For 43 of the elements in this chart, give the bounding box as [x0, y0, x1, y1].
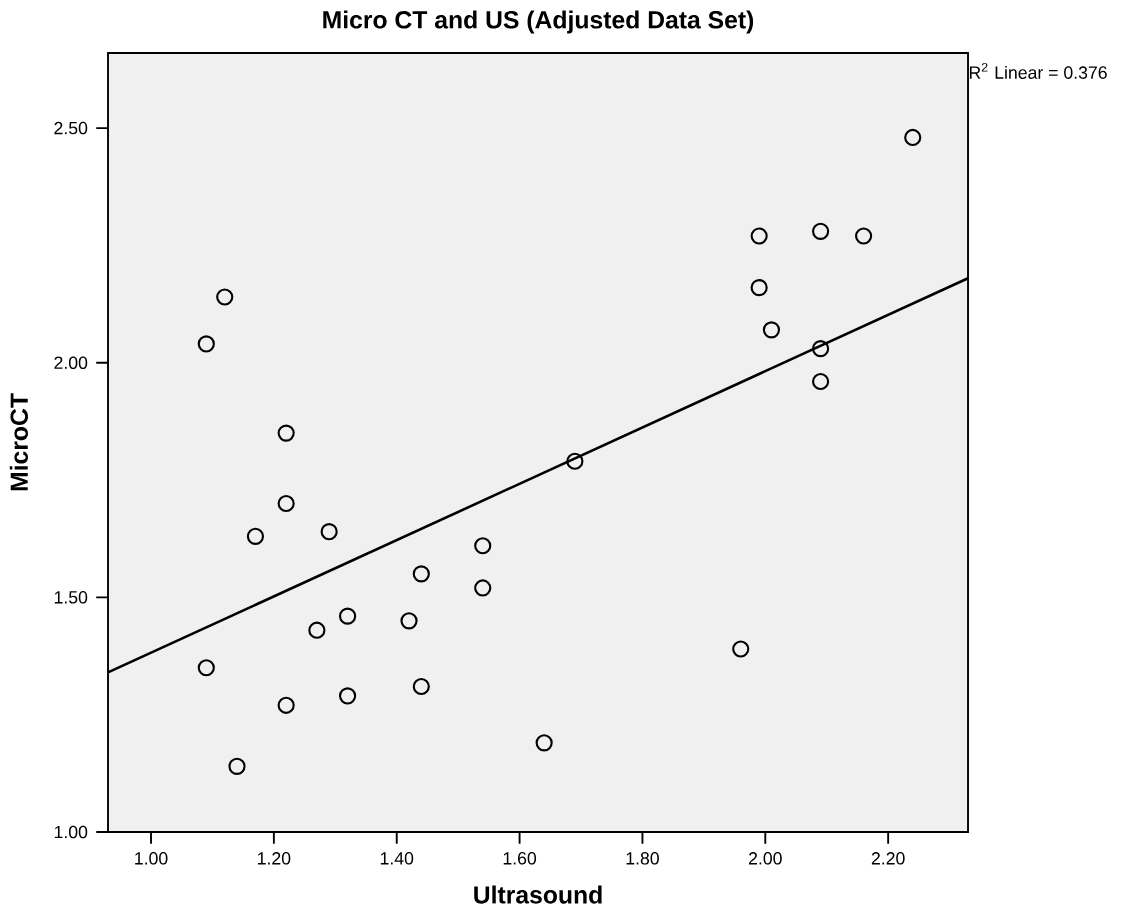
x-tick-label: 2.00	[749, 852, 782, 865]
point	[197, 659, 215, 677]
x-tick-label: 2.20	[871, 852, 905, 865]
point	[277, 696, 295, 714]
point	[474, 537, 492, 555]
point	[320, 523, 338, 541]
point	[338, 687, 357, 705]
point	[811, 340, 830, 358]
point	[811, 222, 830, 240]
point	[216, 288, 234, 306]
x-tick-label: 1.20	[258, 852, 291, 865]
y-tick-label: 1.50	[54, 591, 88, 604]
x-tick-label: 1.40	[380, 852, 414, 865]
point	[535, 734, 553, 752]
point	[904, 128, 922, 147]
point	[412, 565, 430, 583]
point	[400, 612, 418, 630]
point	[566, 452, 584, 470]
point	[750, 227, 768, 245]
y-tick-label: 2.00	[54, 356, 88, 369]
point	[246, 527, 265, 545]
point	[750, 279, 768, 297]
x-axis-title: Ultrasound	[474, 885, 602, 904]
point	[855, 227, 873, 245]
y-axis-title: MicroCT	[9, 393, 28, 491]
point	[277, 424, 295, 442]
x-tick-label: 1.60	[503, 852, 537, 865]
point	[338, 607, 357, 625]
point	[197, 335, 215, 353]
x-tick-label: 1.80	[626, 852, 659, 865]
point	[811, 372, 830, 391]
point	[474, 579, 492, 597]
x-tick-label: 1.00	[135, 852, 168, 865]
point	[277, 494, 295, 513]
point	[412, 677, 430, 696]
y-tick-label: 2.50	[54, 121, 88, 135]
point	[762, 321, 781, 339]
point	[228, 757, 246, 775]
y-tick-label: 1.00	[54, 825, 88, 839]
point	[308, 621, 326, 639]
point	[732, 640, 750, 658]
chart-title: Micro CT and US (Adjusted Data Set)	[323, 10, 754, 34]
text: R$^{2}$ Linear = 0.376	[969, 62, 1107, 79]
